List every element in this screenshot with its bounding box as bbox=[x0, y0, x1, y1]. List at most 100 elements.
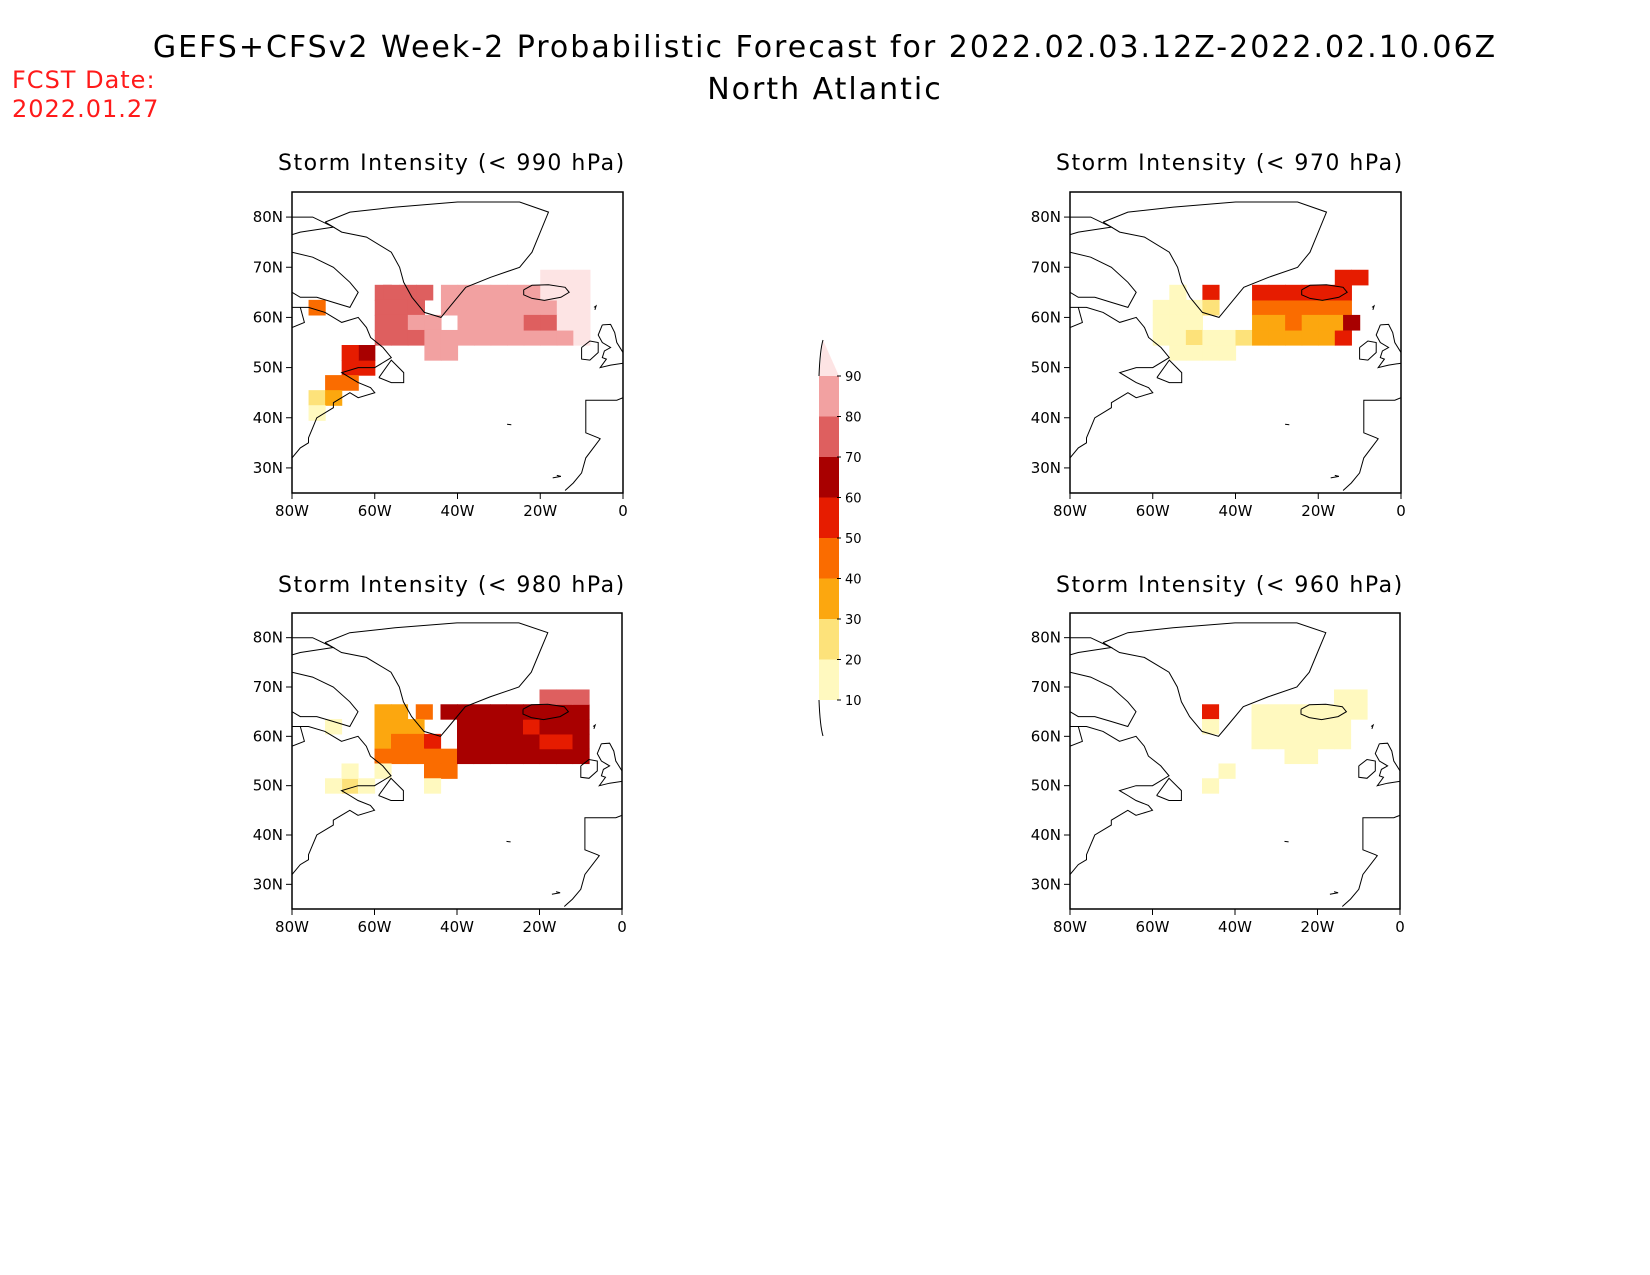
coastlines bbox=[292, 622, 622, 907]
lon-label: 0 bbox=[1396, 502, 1406, 520]
probability-cell bbox=[523, 314, 541, 331]
lon-label: 20W bbox=[523, 918, 557, 936]
probability-cell bbox=[1169, 314, 1187, 331]
coastline bbox=[378, 777, 404, 801]
probability-cell bbox=[572, 733, 590, 750]
lat-label: 50N bbox=[253, 359, 283, 377]
coastline bbox=[523, 284, 570, 301]
coastline bbox=[1371, 304, 1375, 311]
lat-label: 70N bbox=[1031, 678, 1061, 696]
probability-cell bbox=[540, 329, 558, 346]
fcst-date-label: FCST Date: bbox=[12, 66, 156, 94]
probability-cell bbox=[1334, 733, 1352, 750]
lat-label: 30N bbox=[253, 459, 283, 477]
probability-cell bbox=[1202, 778, 1220, 794]
coastline bbox=[1375, 323, 1401, 369]
probability-cell bbox=[507, 329, 525, 346]
probability-cell bbox=[383, 284, 401, 301]
probability-cell bbox=[540, 314, 558, 331]
colorbar-label: 60 bbox=[845, 492, 862, 507]
lat-label: 50N bbox=[1031, 359, 1061, 377]
probability-cell bbox=[540, 299, 558, 316]
lon-label: 60W bbox=[1136, 502, 1170, 520]
probability-cell bbox=[424, 314, 442, 331]
probability-cell bbox=[374, 748, 392, 765]
probability-cell bbox=[424, 778, 442, 794]
fcst-date-value: 2022.01.27 bbox=[12, 95, 160, 123]
probability-cell bbox=[457, 719, 475, 735]
lat-label: 50N bbox=[1031, 777, 1061, 795]
probability-cell bbox=[457, 299, 475, 316]
probability-cell bbox=[556, 748, 574, 765]
colorbar-box bbox=[819, 497, 839, 538]
probability-field bbox=[1202, 689, 1368, 794]
colorbar-top-tip bbox=[819, 340, 839, 376]
colorbar-bottom-tip bbox=[819, 700, 839, 736]
probability-cell bbox=[507, 284, 525, 301]
probability-cell bbox=[391, 329, 409, 346]
probability-cell bbox=[556, 299, 574, 316]
probability-cell bbox=[1252, 284, 1270, 301]
colorbar-box bbox=[819, 416, 839, 457]
probability-cell bbox=[573, 329, 591, 346]
map-panel-960: 80N 70N 60N 50N 40N 30N 80W 60W 40W 20W 0 bbox=[1031, 612, 1405, 936]
probability-cell bbox=[1169, 284, 1187, 301]
probability-cell bbox=[1284, 704, 1302, 720]
map-panel-990: 80N 70N 60N 50N 40N 30N 80W 60W 40W 20W 0 bbox=[253, 191, 628, 520]
probability-cell bbox=[1334, 704, 1352, 720]
lat-label: 40N bbox=[1031, 826, 1061, 844]
probability-cell bbox=[1343, 314, 1361, 331]
probability-cell bbox=[374, 329, 392, 346]
coastline bbox=[292, 251, 359, 308]
coastlines bbox=[1070, 201, 1401, 491]
lon-label: 0 bbox=[618, 502, 628, 520]
lat-label: 60N bbox=[1031, 727, 1061, 745]
probability-cell bbox=[1317, 733, 1335, 750]
probability-cell bbox=[1202, 345, 1220, 361]
probability-cell bbox=[1152, 314, 1170, 331]
probability-cell bbox=[1318, 284, 1336, 301]
region-subtitle: North Atlantic bbox=[707, 72, 943, 107]
lon-label: 40W bbox=[1218, 918, 1252, 936]
probability-cell bbox=[539, 748, 557, 765]
probability-cell bbox=[490, 329, 508, 346]
coastline bbox=[592, 723, 597, 730]
probability-cell bbox=[407, 719, 425, 735]
panel-title-970: Storm Intensity (< 970 hPa) bbox=[1056, 151, 1404, 176]
colorbar-bottom-outline bbox=[818, 699, 824, 737]
probability-cell bbox=[539, 733, 557, 750]
lon-label: 60W bbox=[358, 502, 392, 520]
coastline bbox=[564, 397, 623, 491]
probability-cell bbox=[1284, 733, 1302, 750]
probability-cell bbox=[1251, 719, 1269, 735]
map-panel-980: 80N 70N 60N 50N 40N 30N 80W 60W 40W 20W 0 bbox=[253, 612, 627, 936]
coastline bbox=[1284, 840, 1289, 843]
colorbar-box bbox=[819, 376, 839, 417]
probability-cell bbox=[457, 704, 475, 720]
probability-cell bbox=[1301, 299, 1319, 316]
lon-label: 80W bbox=[275, 502, 309, 520]
probability-cell bbox=[1218, 329, 1237, 346]
probability-cell bbox=[374, 314, 392, 331]
probability-cell bbox=[1202, 299, 1220, 316]
probability-cell bbox=[440, 345, 459, 361]
coastline bbox=[506, 840, 511, 843]
lat-label: 50N bbox=[253, 777, 283, 795]
probability-cell bbox=[523, 719, 541, 735]
probability-cell bbox=[506, 719, 524, 735]
lat-label: 70N bbox=[1031, 258, 1061, 276]
coastline bbox=[1285, 423, 1290, 426]
coastline bbox=[596, 742, 622, 787]
map-panel-970: 80N 70N 60N 50N 40N 30N 80W 60W 40W 20W 0 bbox=[1031, 191, 1406, 520]
probability-cell bbox=[374, 299, 392, 316]
probability-cell bbox=[325, 778, 343, 794]
coastline bbox=[580, 758, 598, 779]
probability-cell bbox=[308, 390, 326, 406]
probability-cell bbox=[1334, 269, 1352, 286]
probability-cell bbox=[1301, 329, 1319, 346]
probability-cell bbox=[1317, 719, 1335, 735]
colorbar-label: 10 bbox=[845, 694, 862, 709]
lat-label: 40N bbox=[1031, 409, 1061, 427]
probability-cell bbox=[325, 390, 343, 406]
probability-cell bbox=[556, 719, 574, 735]
